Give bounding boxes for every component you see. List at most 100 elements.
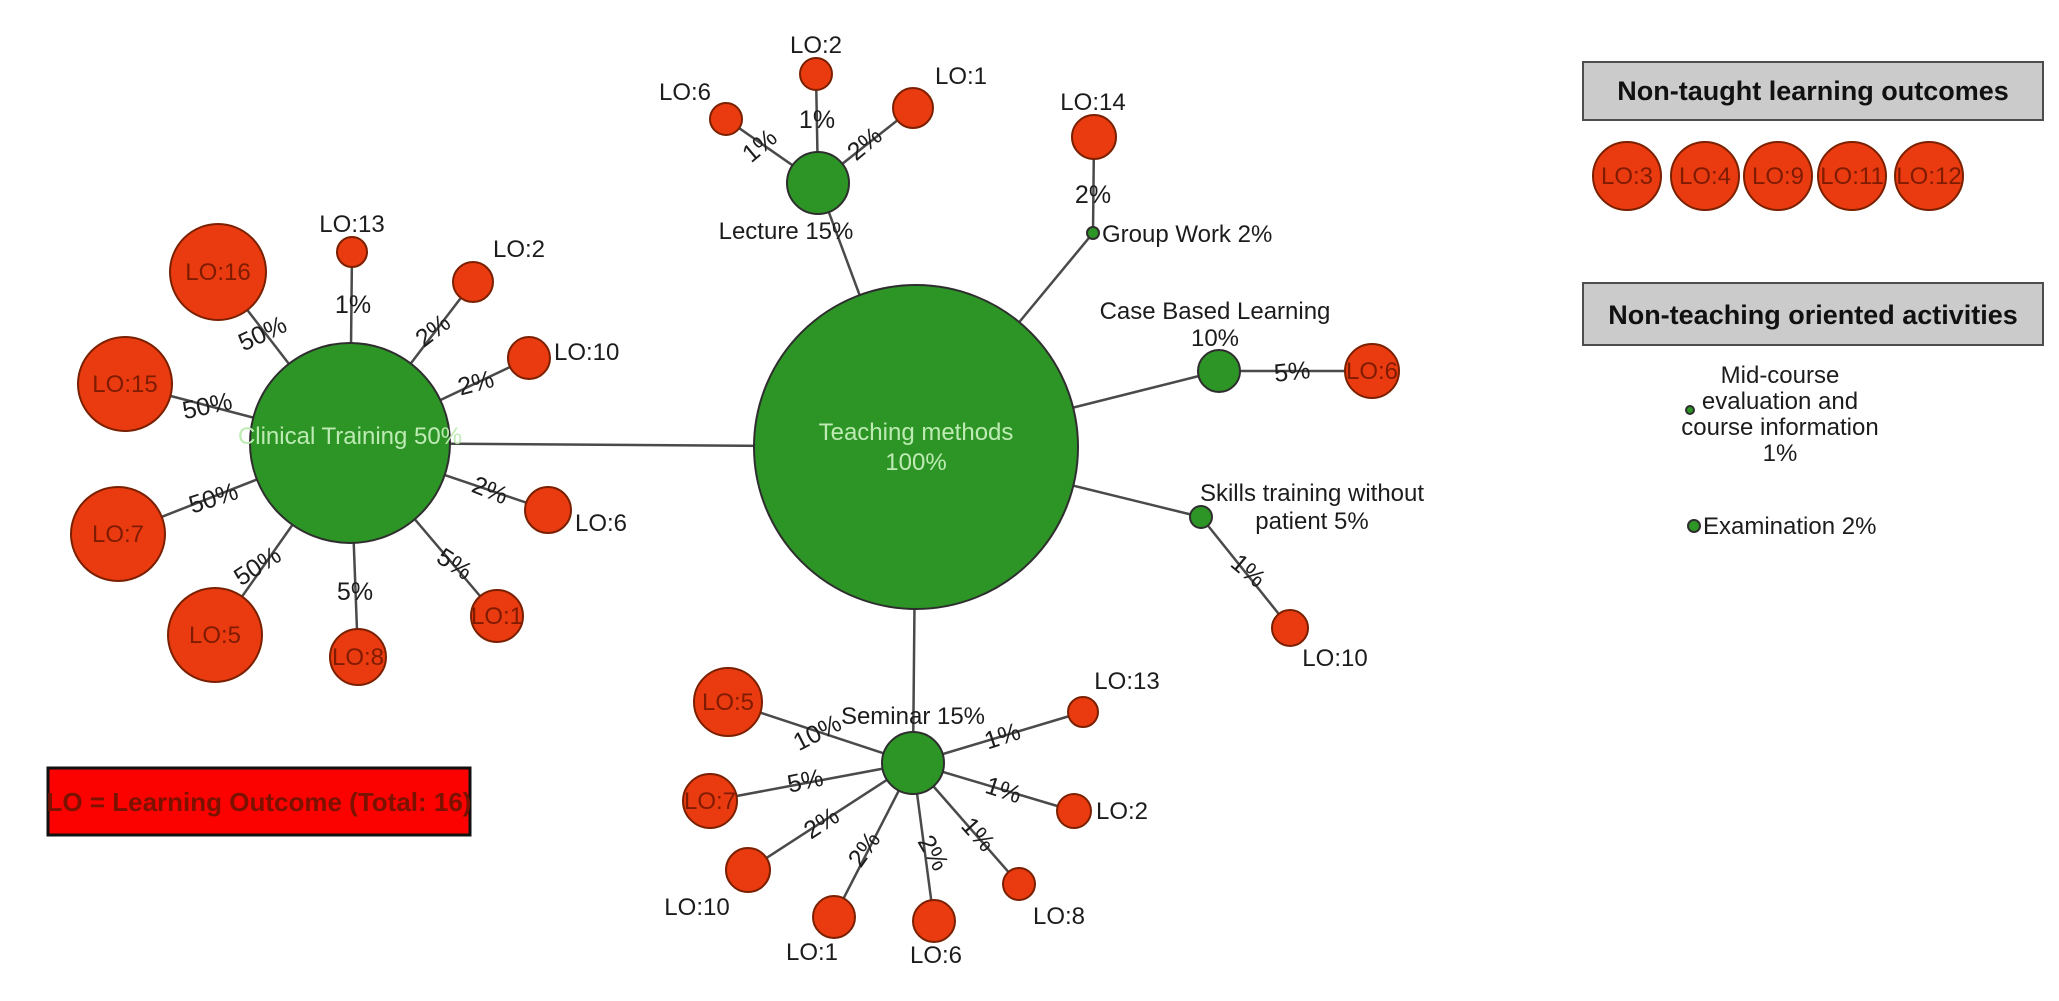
node-teaching-methods-label: 100% bbox=[885, 449, 946, 476]
node-sem-lo8-circle bbox=[1002, 867, 1036, 901]
edge-label-clinical-training-ct-lo15: 50% bbox=[180, 387, 235, 425]
node-sem-lo1-label: LO:1 bbox=[786, 939, 838, 966]
node-ct-lo16-circle bbox=[169, 223, 267, 321]
node-nt-lo9-label: LO:9 bbox=[1752, 163, 1804, 190]
non-taught-header-title: Non-taught learning outcomes bbox=[1617, 76, 2009, 106]
legend-text: LO = Learning Outcome (Total: 16) bbox=[47, 787, 472, 817]
node-lec-lo2-label: LO:2 bbox=[790, 32, 842, 59]
node-group-work-label: Group Work 2% bbox=[1102, 221, 1272, 248]
node-ct-lo10-circle bbox=[507, 336, 551, 380]
node-ct-lo8-label: LO:8 bbox=[332, 644, 384, 671]
node-mid-course-label: course information bbox=[1681, 414, 1878, 441]
node-sem-lo13-circle bbox=[1067, 696, 1099, 728]
edge-label-seminar-sem-lo6: 2% bbox=[912, 830, 954, 875]
edge-label-clinical-training-ct-lo8: 5% bbox=[337, 578, 373, 606]
node-cbl-lo6-circle bbox=[1344, 343, 1400, 399]
node-sem-lo8-label: LO:8 bbox=[1033, 903, 1085, 930]
legend-box bbox=[46, 766, 472, 837]
node-sem-lo2-label: LO:2 bbox=[1096, 798, 1148, 825]
node-ct-lo7-label: LO:7 bbox=[92, 521, 144, 548]
edge-label-group-work-gw-lo14: 2% bbox=[1075, 181, 1111, 209]
node-examination-label: Examination 2% bbox=[1703, 513, 1876, 540]
node-lec-lo6-circle bbox=[709, 102, 743, 136]
node-sem-lo2-circle bbox=[1056, 793, 1092, 829]
node-nt-lo9-circle bbox=[1743, 141, 1813, 211]
edge-label-seminar-sem-lo7: 5% bbox=[785, 764, 826, 799]
node-sem-lo6-label: LO:6 bbox=[910, 942, 962, 969]
node-mid-course-label: Mid-course bbox=[1721, 362, 1840, 389]
node-sem-lo13-label: LO:13 bbox=[1094, 668, 1159, 695]
node-ct-lo16-label: LO:16 bbox=[185, 259, 250, 286]
node-ct-lo8-circle bbox=[329, 628, 387, 686]
node-lec-lo6-label: LO:6 bbox=[659, 79, 711, 106]
non-taught-header-box bbox=[1582, 61, 2044, 121]
node-cbl-lo6-label: LO:6 bbox=[1346, 358, 1398, 385]
node-examination-circle bbox=[1687, 519, 1701, 533]
node-nt-lo11-circle bbox=[1817, 141, 1887, 211]
edge-label-clinical-training-ct-lo16: 50% bbox=[234, 310, 291, 357]
node-lec-lo1-label: LO:1 bbox=[935, 63, 987, 90]
edge-skills-training-sk-lo10 bbox=[1200, 516, 1291, 629]
node-ct-lo6-label: LO:6 bbox=[575, 510, 627, 537]
node-nt-lo3-circle bbox=[1592, 141, 1662, 211]
node-nt-lo12-label: LO:12 bbox=[1896, 163, 1961, 190]
edge-label-clinical-training-ct-lo13: 1% bbox=[335, 291, 371, 319]
node-mid-course-label: 1% bbox=[1763, 440, 1798, 467]
node-sem-lo1-circle bbox=[812, 895, 856, 939]
edge-label-lecture-lec-lo2: 1% bbox=[799, 106, 835, 134]
edge-label-clinical-training-ct-lo10: 2% bbox=[455, 365, 497, 401]
node-sem-lo5-circle bbox=[693, 667, 763, 737]
edge-label-case-based-learning-cbl-lo6: 5% bbox=[1273, 356, 1312, 388]
non-teaching-header-box bbox=[1582, 282, 2044, 346]
node-skills-training-label: patient 5% bbox=[1255, 508, 1368, 535]
node-sem-lo7-label: LO:7 bbox=[684, 788, 736, 815]
node-lec-lo2-circle bbox=[799, 57, 833, 91]
node-case-based-learning-label: Case Based Learning bbox=[1100, 298, 1331, 325]
node-nt-lo4-circle bbox=[1670, 141, 1740, 211]
node-mid-course-circle bbox=[1685, 405, 1695, 415]
node-seminar-circle bbox=[881, 731, 945, 795]
node-skills-training-label: Skills training without bbox=[1200, 480, 1424, 507]
node-sem-lo7-circle bbox=[682, 773, 738, 829]
edge-label-seminar-sem-lo2: 1% bbox=[982, 771, 1025, 809]
node-ct-lo10-label: LO:10 bbox=[554, 339, 619, 366]
edge-label-seminar-sem-lo5: 10% bbox=[789, 709, 846, 757]
node-ct-lo5-circle bbox=[167, 587, 263, 683]
node-gw-lo14-label: LO:14 bbox=[1060, 89, 1125, 116]
node-case-based-learning-circle bbox=[1197, 349, 1241, 393]
node-nt-lo11-label: LO:11 bbox=[1820, 163, 1884, 190]
node-ct-lo15-circle bbox=[77, 336, 173, 432]
edge-label-seminar-sem-lo13: 1% bbox=[981, 717, 1024, 755]
node-lecture-circle bbox=[786, 151, 850, 215]
node-teaching-methods-circle bbox=[753, 284, 1079, 610]
node-sem-lo10-label: LO:10 bbox=[664, 894, 729, 921]
node-lecture-label: Lecture 15% bbox=[719, 218, 854, 245]
edge-label-clinical-training-ct-lo6: 2% bbox=[468, 471, 512, 510]
node-sk-lo10-circle bbox=[1271, 609, 1309, 647]
node-nt-lo4-label: LO:4 bbox=[1679, 163, 1731, 190]
node-ct-lo13-circle bbox=[336, 236, 368, 268]
node-seminar-label: Seminar 15% bbox=[841, 703, 985, 730]
node-group-work-circle bbox=[1086, 226, 1100, 240]
node-clinical-training-label: Clinical Training 50% bbox=[238, 423, 462, 450]
edge-label-seminar-sem-lo1: 2% bbox=[843, 827, 887, 873]
edge-label-seminar-sem-lo10: 2% bbox=[799, 802, 845, 845]
node-mid-course-label: evaluation and bbox=[1702, 388, 1858, 415]
node-case-based-learning-label: 10% bbox=[1191, 325, 1239, 352]
edge-label-clinical-training-ct-lo7: 50% bbox=[185, 477, 241, 519]
node-nt-lo3-label: LO:3 bbox=[1601, 163, 1653, 190]
node-skills-training-circle bbox=[1189, 505, 1213, 529]
node-ct-lo6-circle bbox=[524, 486, 572, 534]
node-ct-lo15-label: LO:15 bbox=[92, 371, 157, 398]
node-lec-lo1-circle bbox=[892, 87, 934, 129]
node-ct-lo2-label: LO:2 bbox=[493, 236, 545, 263]
node-gw-lo14-circle bbox=[1071, 114, 1117, 160]
node-teaching-methods-label: Teaching methods bbox=[819, 419, 1014, 446]
node-ct-lo1-circle bbox=[470, 589, 524, 643]
node-ct-lo13-label: LO:13 bbox=[319, 211, 384, 238]
node-sem-lo6-circle bbox=[912, 899, 956, 943]
node-ct-lo7-circle bbox=[70, 486, 166, 582]
edge-label-clinical-training-ct-lo5: 50% bbox=[229, 541, 286, 592]
node-sk-lo10-label: LO:10 bbox=[1302, 645, 1367, 672]
